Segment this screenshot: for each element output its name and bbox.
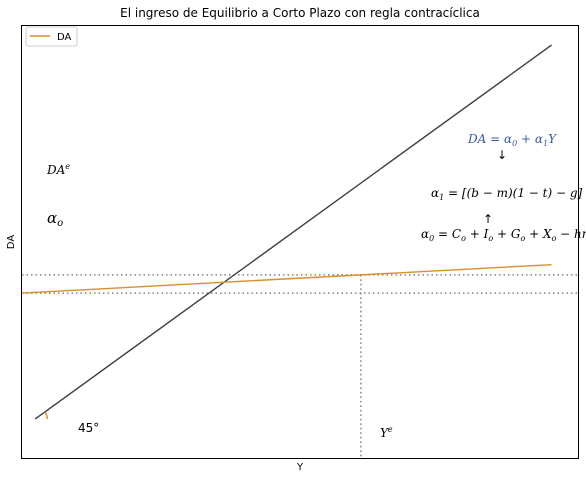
- series-45-degree-line: [34, 44, 552, 420]
- plot-frame: [21, 25, 579, 459]
- legend-label-da: DA: [57, 32, 72, 43]
- series-da-line: [21, 263, 552, 294]
- annotation-arrow-up: ↑: [483, 212, 493, 226]
- chart-title: El ingreso de Equilibrio a Corto Plazo c…: [120, 6, 480, 20]
- legend: DA: [25, 26, 78, 47]
- x-axis-label: Y: [296, 462, 304, 473]
- annotation-arrow-down: ↓: [497, 148, 507, 162]
- annotation-angle-45: 45°: [78, 421, 99, 435]
- angle-45-arc: [44, 411, 48, 420]
- annotation-alpha1-equation: α1 = [(b − m)(1 − t) − g]: [431, 186, 583, 202]
- legend-box: [25, 26, 78, 47]
- annotation-alpha0-equation: α0 = Co + Io + Go + Xo − hr: [421, 227, 586, 243]
- annotation-y-e: Ye: [380, 425, 393, 440]
- y-axis-label: DA: [6, 235, 17, 250]
- annotation-da-e: DAe: [46, 162, 70, 177]
- annotation-alpha-o: αo: [47, 209, 63, 229]
- annotation-da-equation: DA = α0 + α1Y: [467, 132, 557, 148]
